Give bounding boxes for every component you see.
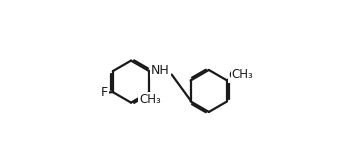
Text: F: F [101, 86, 108, 99]
Text: CH₃: CH₃ [139, 93, 161, 106]
Text: CH₃: CH₃ [232, 68, 253, 81]
Text: O: O [228, 69, 238, 82]
Text: NH: NH [151, 64, 170, 77]
